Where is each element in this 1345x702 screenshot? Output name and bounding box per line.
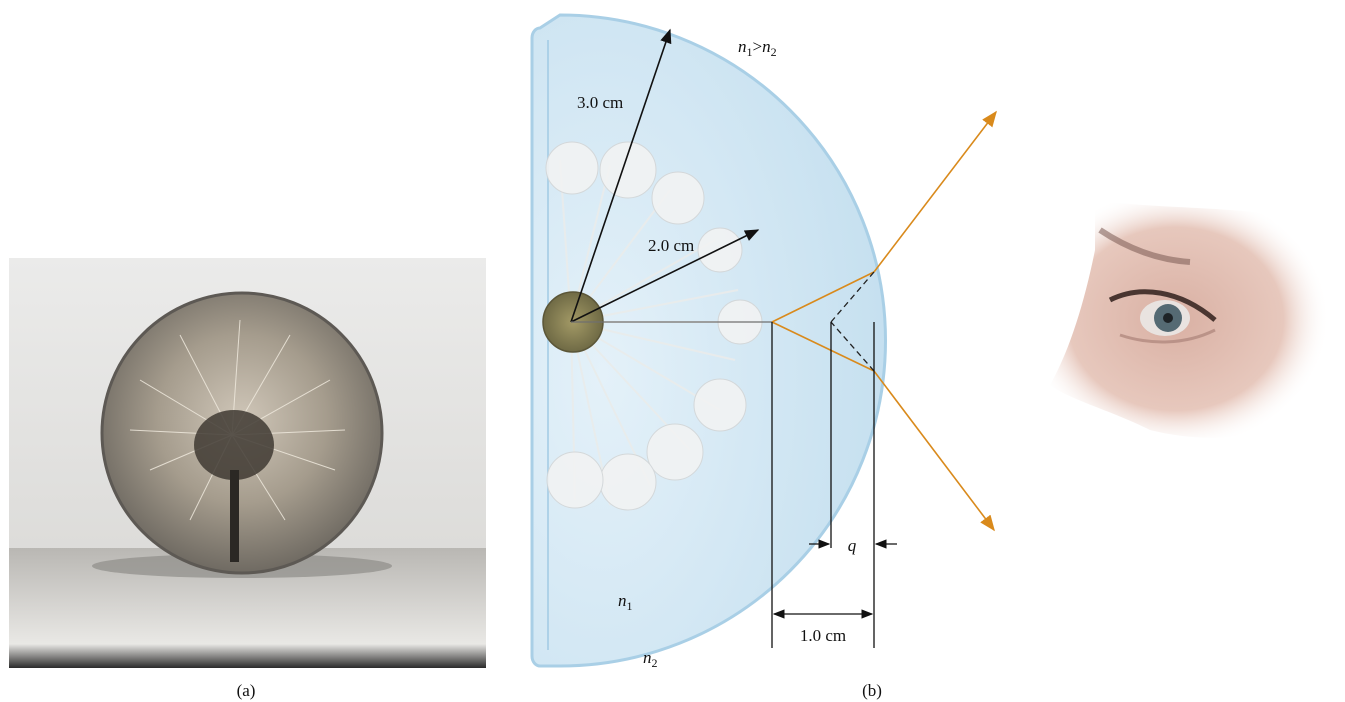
outer-radius-label: 3.0 cm [577,93,623,112]
refracted-rays [771,110,997,532]
outer-radius-arrow [570,28,672,323]
virtual-ray-extensions [830,271,875,372]
image-distance-label: q [848,536,857,555]
observer-eye [1050,200,1330,438]
object-distance-label: 1.0 cm [800,626,846,645]
inner-radius-arrow [570,229,760,323]
ray-upper-outside [873,110,997,273]
ray-lower-inside [771,321,875,372]
dandelion-illustration [542,141,763,511]
inner-index-label: n1 [618,591,633,613]
seed-head-dark [194,410,274,480]
index-relation-label: n1>n2 [738,37,777,59]
panel-b-caption: (b) [862,681,882,700]
panel-a-photo [9,258,486,668]
inner-radius-label: 2.0 cm [648,236,694,255]
dimension-lines [771,322,897,648]
panel-a-caption: (a) [237,681,256,700]
ray-lower-outside [873,370,995,532]
outer-index-label: n2 [643,648,658,670]
dandelion-stem [230,470,239,562]
ray-upper-inside [771,271,875,323]
